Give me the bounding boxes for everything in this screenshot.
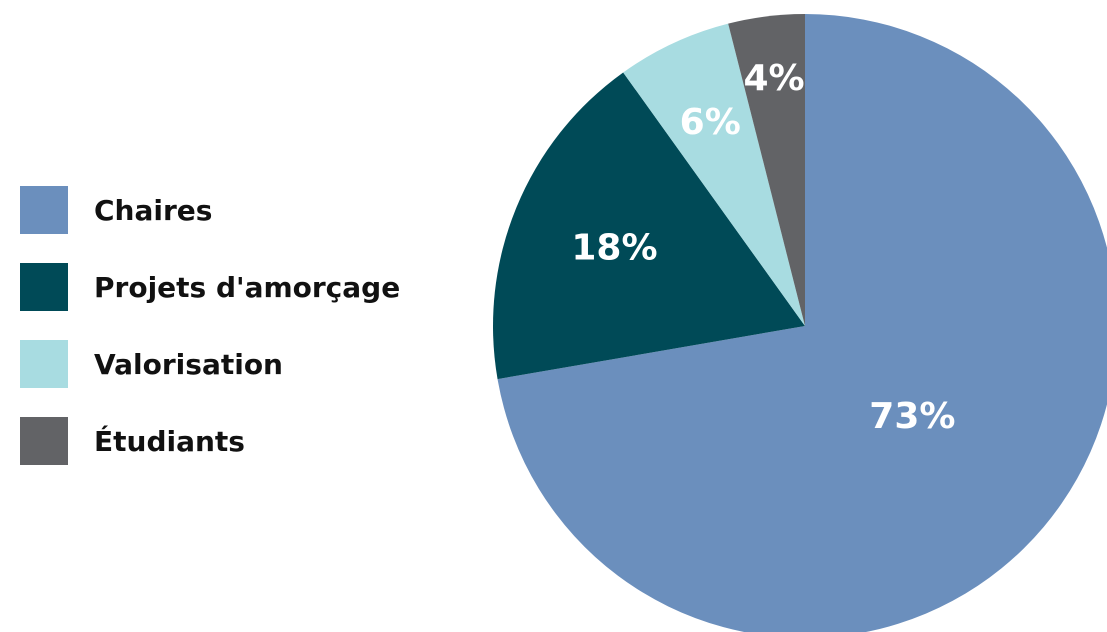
legend-label-etudiants: Étudiants [94, 424, 245, 458]
data-label-etudiants: 4% [743, 58, 804, 99]
pie-slice-projets-d-amorcage [493, 72, 805, 380]
legend-swatch-projets-amorcage [20, 263, 68, 311]
legend-item-etudiants: Étudiants [20, 417, 400, 465]
legend-label-valorisation: Valorisation [94, 347, 283, 381]
chart-legend: Chaires Projets d'amorçage Valorisation … [20, 186, 400, 494]
legend-label-projets-amorcage: Projets d'amorçage [94, 270, 401, 304]
legend-item-projets-amorcage: Projets d'amorçage [20, 263, 400, 311]
legend-item-valorisation: Valorisation [20, 340, 400, 388]
data-label-projets-d-amorcage: 18% [571, 227, 657, 268]
legend-label-chaires: Chaires [94, 193, 213, 227]
pie-slice-etudiants [728, 14, 805, 326]
legend-item-chaires: Chaires [20, 186, 400, 234]
pie-slice-chaires [497, 14, 1107, 632]
legend-swatch-etudiants [20, 417, 68, 465]
data-label-valorisation: 6% [680, 102, 741, 143]
legend-swatch-valorisation [20, 340, 68, 388]
legend-swatch-chaires [20, 186, 68, 234]
pie-slice-valorisation [623, 23, 805, 326]
data-label-chaires: 73% [869, 396, 955, 437]
